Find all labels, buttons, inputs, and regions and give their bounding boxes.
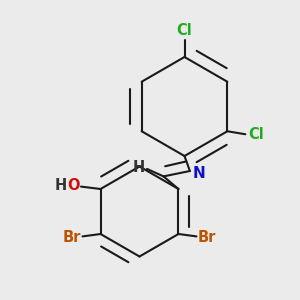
Text: H: H bbox=[54, 178, 67, 194]
Text: N: N bbox=[193, 166, 205, 181]
Text: H: H bbox=[132, 160, 145, 175]
Text: Cl: Cl bbox=[248, 127, 264, 142]
Text: Br: Br bbox=[198, 230, 216, 244]
Text: Cl: Cl bbox=[177, 23, 192, 38]
Text: Br: Br bbox=[63, 230, 81, 244]
Text: O: O bbox=[67, 178, 80, 194]
